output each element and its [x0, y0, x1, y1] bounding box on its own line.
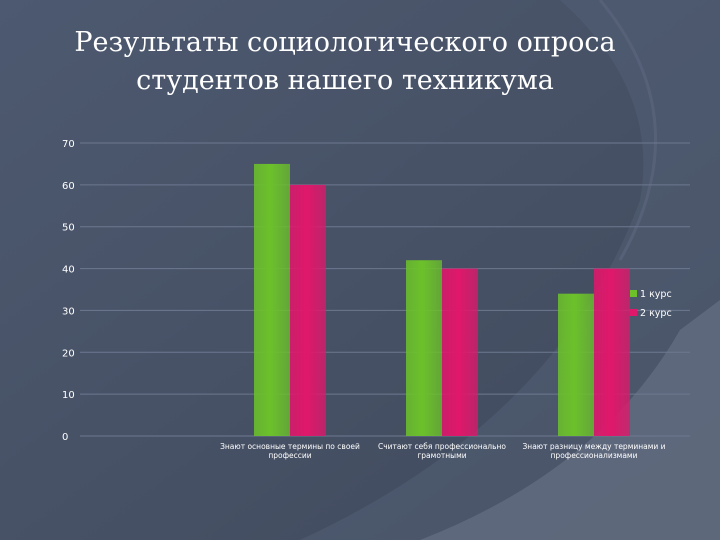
legend: 1 курс 2 курс — [630, 289, 672, 319]
y-tick-label: 70 — [62, 139, 75, 150]
y-tick-label: 0 — [62, 432, 68, 443]
y-tick-label: 30 — [62, 306, 75, 317]
legend-swatch — [630, 290, 637, 297]
title-line-1: Результаты социологического опроса — [74, 27, 616, 58]
y-tick-label: 60 — [62, 181, 75, 192]
bar-series-1-cat-2 — [406, 260, 442, 436]
x-tick-label: Знают основные термины по своей профессии — [220, 442, 360, 460]
y-tick-label: 50 — [62, 223, 75, 234]
x-tick-label: Считают себя профессионально грамотными — [378, 442, 506, 460]
bar-series-2-cat-3 — [594, 268, 630, 436]
legend-label: 2 курс — [640, 308, 672, 319]
slide-title: Результаты социологического опроса студе… — [40, 24, 650, 100]
bar-series-2-cat-1 — [290, 184, 326, 436]
x-axis-labels: Знают основные термины по своей профессии… — [220, 442, 666, 460]
y-axis-ticks: 0 10 20 30 40 50 60 70 — [62, 139, 75, 443]
title-line-2: студентов нашего техникума — [136, 65, 554, 96]
bars — [254, 163, 630, 436]
y-tick-label: 10 — [62, 390, 75, 401]
bar-series-1-cat-1 — [254, 163, 290, 436]
x-tick-label: Знают разницу между терминами и профессио… — [522, 442, 665, 460]
bar-series-1-cat-3 — [558, 293, 594, 436]
y-tick-label: 40 — [62, 265, 75, 276]
legend-label: 1 курс — [640, 289, 672, 300]
legend-swatch — [630, 309, 637, 316]
bar-series-2-cat-2 — [442, 268, 478, 436]
y-tick-label: 20 — [62, 348, 75, 359]
